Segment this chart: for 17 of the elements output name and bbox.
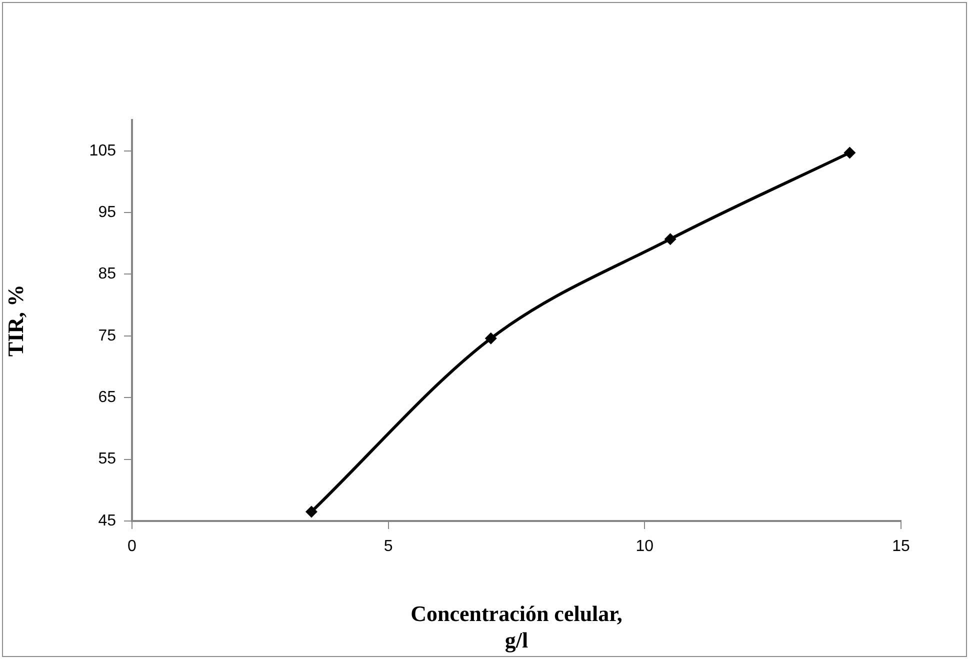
point [664,233,676,246]
x-tick-label: 15 [892,538,910,556]
y-tick-label: 65 [98,389,116,406]
x-tick-label: 10 [636,538,654,556]
y-tick-label: 55 [98,450,116,468]
y-tick-label: 85 [98,266,116,283]
y-axis-title: TIR, % [2,284,28,357]
y-tick-label: 45 [98,512,116,530]
y-tick-label: 95 [98,204,116,221]
y-tick-label: 75 [98,327,116,344]
point [484,332,497,344]
x-tick-label: 5 [384,538,393,556]
point [305,506,318,518]
point [844,146,856,159]
x-axis-title: Concentración celular, g/l [410,601,622,652]
y-tick-label: 105 [89,142,116,160]
x-tick-label: 0 [128,538,137,556]
